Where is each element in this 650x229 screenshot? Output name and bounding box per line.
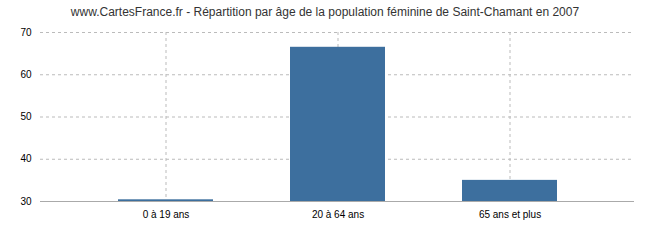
svg-text:30: 30 (20, 196, 32, 207)
svg-text:50: 50 (20, 111, 32, 122)
svg-text:40: 40 (20, 153, 32, 164)
svg-text:70: 70 (20, 27, 32, 38)
svg-text:0 à 19 ans: 0 à 19 ans (143, 209, 190, 220)
svg-text:20 à 64 ans: 20 à 64 ans (312, 209, 364, 220)
html-text:www.CartesFrance.fr - Répartit: www.CartesFrance.fr - Répartition par âg… (70, 5, 580, 19)
svg-text:65 ans et plus: 65 ans et plus (479, 209, 541, 220)
svg-text:60: 60 (20, 69, 32, 80)
